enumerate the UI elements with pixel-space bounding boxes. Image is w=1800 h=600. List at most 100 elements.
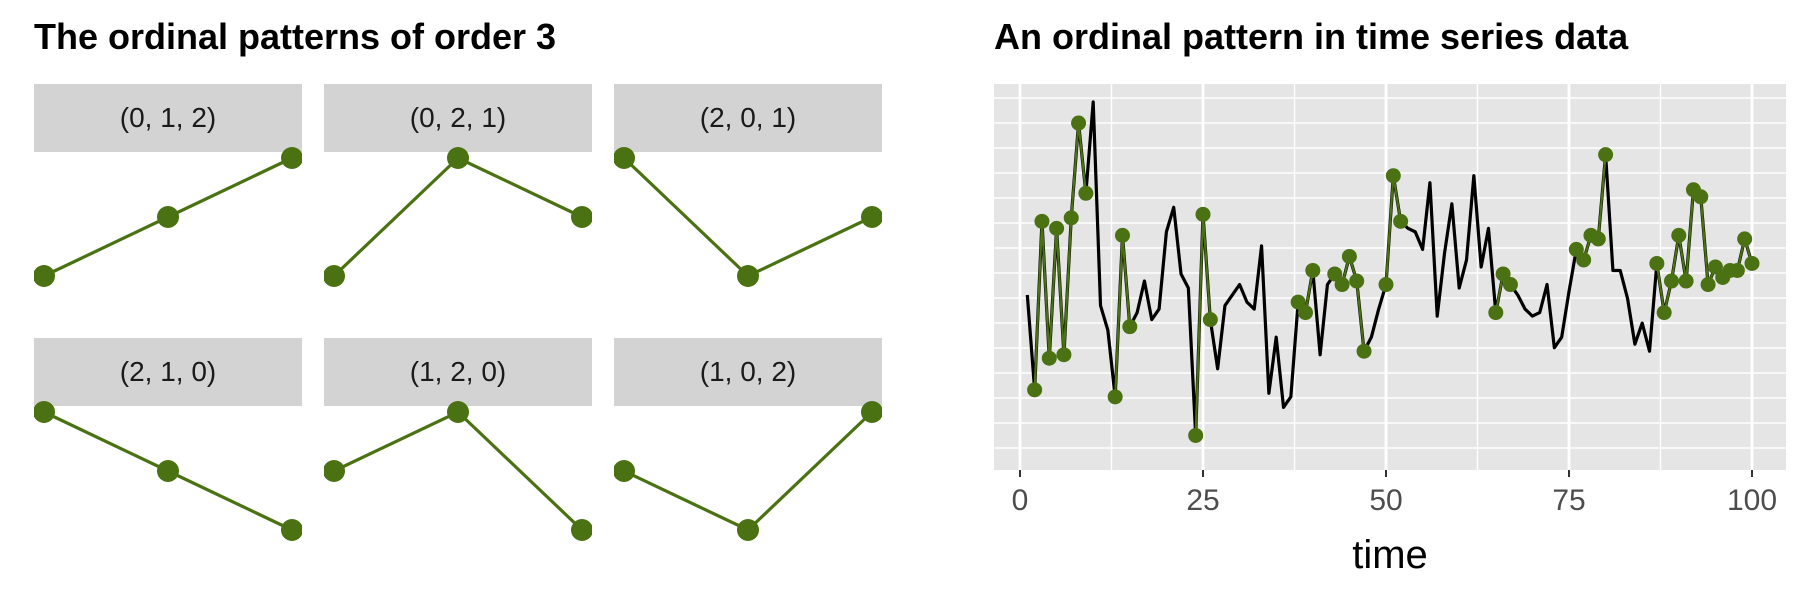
highlight-point: [1671, 227, 1687, 243]
x-tick-label: 25: [1186, 484, 1219, 517]
right-chart-title: An ordinal pattern in time series data: [994, 16, 1629, 57]
highlight-segment: [1597, 154, 1607, 239]
highlight-point: [1202, 312, 1218, 328]
highlight-segment: [1055, 228, 1066, 355]
highlight-point: [1297, 305, 1313, 321]
x-tick-label: 0: [1012, 484, 1029, 517]
pattern-panel: (1, 0, 2): [614, 338, 882, 548]
highlight-point: [1034, 213, 1050, 229]
highlight-point: [1078, 185, 1094, 201]
pattern-point: [571, 519, 592, 541]
pattern-point: [34, 401, 55, 423]
highlight-point: [1122, 319, 1138, 335]
pattern-strip-label: (2, 0, 1): [614, 84, 882, 152]
highlight-point: [1495, 266, 1511, 282]
highlight-point: [1393, 213, 1409, 229]
highlight-point: [1349, 273, 1365, 289]
highlight-segment: [1070, 122, 1080, 218]
highlight-segment: [1685, 189, 1695, 282]
highlight-point: [1678, 273, 1694, 289]
pattern-point: [861, 206, 882, 228]
pattern-panel: (0, 2, 1): [324, 84, 592, 294]
highlight-point: [1290, 294, 1306, 310]
pattern-panel: (2, 0, 1): [614, 84, 882, 294]
pattern-plot: [34, 401, 302, 541]
pattern-point: [447, 147, 469, 169]
highlight-point: [1056, 347, 1072, 363]
highlight-point: [1341, 248, 1357, 264]
highlight-point: [1744, 255, 1760, 271]
highlight-point: [1114, 227, 1130, 243]
highlight-segment: [1040, 221, 1051, 359]
highlight-point: [1063, 210, 1079, 226]
highlight-point: [1663, 273, 1679, 289]
pattern-plot: [614, 401, 882, 541]
highlight-segment: [1077, 122, 1087, 194]
highlight-point: [1488, 305, 1504, 321]
highlight-point: [1188, 427, 1204, 443]
highlight-point: [1334, 277, 1350, 293]
highlight-segment: [1655, 263, 1666, 313]
highlight-point: [1649, 255, 1665, 271]
highlight-segment: [1384, 175, 1395, 285]
x-axis-label: time: [1352, 533, 1428, 577]
highlight-segment: [1062, 217, 1073, 355]
highlight-point: [1576, 252, 1592, 268]
highlight-point: [1502, 277, 1518, 293]
pattern-strip-label: (2, 1, 0): [34, 338, 302, 406]
highlight-segment: [1201, 214, 1212, 320]
pattern-point: [34, 265, 55, 287]
highlight-segment: [1355, 280, 1366, 352]
highlight-point: [1305, 262, 1321, 278]
pattern-point: [281, 519, 302, 541]
pattern-point: [447, 401, 469, 423]
pattern-panel: (2, 1, 0): [34, 338, 302, 548]
highlighted-segments: [1027, 115, 1760, 443]
pattern-strip-label: (0, 2, 1): [324, 84, 592, 152]
highlight-point: [1327, 266, 1343, 282]
pattern-plot: [324, 147, 592, 287]
highlight-segment: [1194, 214, 1205, 436]
pattern-panel: (0, 1, 2): [34, 84, 302, 294]
highlight-point: [1700, 277, 1716, 293]
left-chart-title: The ordinal patterns of order 3: [34, 16, 557, 57]
pattern-plot: [614, 147, 882, 287]
pattern-plot: [324, 401, 592, 541]
highlight-segment: [1670, 235, 1680, 282]
highlight-point: [1707, 259, 1723, 275]
highlight-segment: [1677, 235, 1688, 282]
highlight-point: [1027, 382, 1043, 398]
x-tick-label: 75: [1552, 484, 1585, 517]
pattern-strip-label: (1, 2, 0): [324, 338, 592, 406]
pattern-point: [737, 265, 759, 287]
x-tick-label: 100: [1727, 484, 1777, 517]
highlight-point: [1598, 147, 1614, 163]
pattern-point: [861, 401, 882, 423]
pattern-point: [281, 147, 302, 169]
highlight-point: [1041, 350, 1057, 366]
highlight-segment: [1114, 235, 1124, 397]
highlight-point: [1693, 189, 1709, 205]
highlight-point: [1385, 168, 1401, 184]
pattern-point: [737, 519, 759, 541]
highlight-point: [1737, 231, 1753, 247]
x-tick-label: 50: [1369, 484, 1402, 517]
highlight-point: [1729, 262, 1745, 278]
highlight-segment: [1033, 221, 1044, 390]
highlight-point: [1107, 389, 1123, 405]
pattern-strip-label: (1, 0, 2): [614, 338, 882, 406]
highlight-point: [1356, 343, 1372, 359]
highlight-point: [1195, 206, 1211, 222]
pattern-point: [614, 460, 635, 482]
highlight-point: [1656, 305, 1672, 321]
pattern-point: [324, 460, 345, 482]
pattern-plot: [34, 147, 302, 287]
highlight-point: [1071, 115, 1087, 131]
pattern-strip-label: (0, 1, 2): [34, 84, 302, 152]
pattern-point: [157, 206, 179, 228]
pattern-point: [614, 147, 635, 169]
highlight-point: [1568, 241, 1584, 257]
highlight-segment: [1121, 235, 1131, 327]
highlight-point: [1049, 220, 1065, 236]
highlight-segment: [1048, 228, 1058, 359]
